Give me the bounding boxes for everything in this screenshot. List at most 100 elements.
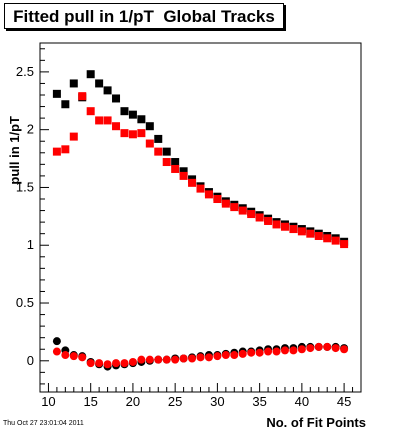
data-point-circle [306,344,315,353]
data-point-circle [95,359,104,368]
data-point-square [331,236,340,245]
data-point-square [78,92,87,101]
axes: 10 15 20 25 30 35 40 45 0 0.5 1 1.5 2 2.5 [16,42,362,409]
x-tick-label: 40 [295,394,309,409]
data-point-circle [230,351,239,360]
data-point-square [179,171,188,180]
data-point-square [86,70,95,79]
data-point-circle [78,353,87,362]
data-point-square [204,190,213,199]
data-point-square [128,110,137,119]
x-axis-label: No. of Fit Points [266,415,366,430]
timestamp-footer: Thu Oct 27 23:01:04 2011 [3,420,84,427]
data-point-square [86,107,95,116]
y-tick-label: 2 [27,122,34,137]
data-point-circle [120,359,129,368]
data-point-circle [103,360,112,369]
data-point-circle [314,342,323,351]
x-tick-label: 15 [83,394,97,409]
data-point-square [112,94,121,103]
data-point-circle [86,359,95,368]
x-tick-label: 30 [210,394,224,409]
data-point-circle [280,346,289,355]
data-point-square [188,178,197,187]
data-point-square [179,167,188,176]
data-point-square [171,164,180,173]
data-point-circle [213,352,222,361]
y-tick-label: 2.5 [16,64,34,79]
x-tick-label: 10 [41,394,55,409]
data-point-square [95,79,104,88]
plot-frame [39,42,362,393]
data-point-circle [238,349,247,358]
data-point-circle [272,347,281,356]
data-point-square [264,216,273,225]
data-point-square [289,225,298,234]
data-point-circle [162,355,171,364]
data-point-square [238,206,247,215]
data-point-circle [204,353,213,362]
data-point-square [112,122,121,131]
data-point-square [103,116,112,125]
data-point-square [171,158,180,167]
x-tick-label: 35 [252,394,266,409]
data-point-circle [323,342,332,351]
data-point-square [52,147,61,156]
y-axis-label: pull in 1/pT [7,116,22,185]
data-point-square [306,229,315,238]
data-point-square [323,234,332,243]
data-point-square [221,199,230,208]
data-point-circle [179,354,188,363]
chart-title-box: Fitted pull in 1/pT Global Tracks [4,3,284,29]
data-point-square [162,158,171,167]
data-point-circle [61,351,70,360]
data-point-square [120,129,129,138]
data-point-circle [171,355,180,364]
data-point-square [154,147,163,156]
data-point-circle [196,353,205,362]
data-point-circle [264,347,273,356]
y-tick-label: 1.5 [16,179,34,194]
data-point-square [340,240,349,249]
chart-marks [52,70,349,371]
data-point-square [154,134,163,143]
data-point-square [137,115,146,124]
data-point-square [314,231,323,240]
data-point-circle [340,345,349,354]
data-point-square [103,86,112,95]
data-point-circle [52,337,61,346]
data-point-square [145,122,154,131]
data-point-circle [255,348,264,357]
y-tick-label: 0.5 [16,295,34,310]
data-point-square [61,145,70,154]
data-point-square [230,203,239,212]
data-point-square [196,184,205,193]
data-point-circle [112,359,121,368]
data-point-circle [247,348,256,357]
data-point-circle [297,345,306,354]
data-point-square [69,79,78,88]
data-point-circle [331,344,340,353]
data-point-square [69,132,78,141]
data-point-circle [145,355,154,364]
data-point-square [213,195,222,204]
data-point-square [247,210,256,219]
data-point-square [297,227,306,236]
data-point-square [255,213,264,222]
data-point-square [52,89,61,98]
y-tick-label: 1 [27,237,34,252]
data-point-circle [52,347,61,356]
data-point-square [120,107,129,116]
data-point-circle [188,354,197,363]
data-point-square [280,222,289,231]
data-point-square [137,129,146,138]
x-tick-label: 45 [337,394,351,409]
data-point-square [61,100,70,109]
data-point-circle [221,351,230,360]
x-tick-label: 25 [168,394,182,409]
data-point-circle [69,352,78,361]
x-tick-label: 20 [126,394,140,409]
data-point-square [162,147,171,156]
data-point-square [145,139,154,148]
